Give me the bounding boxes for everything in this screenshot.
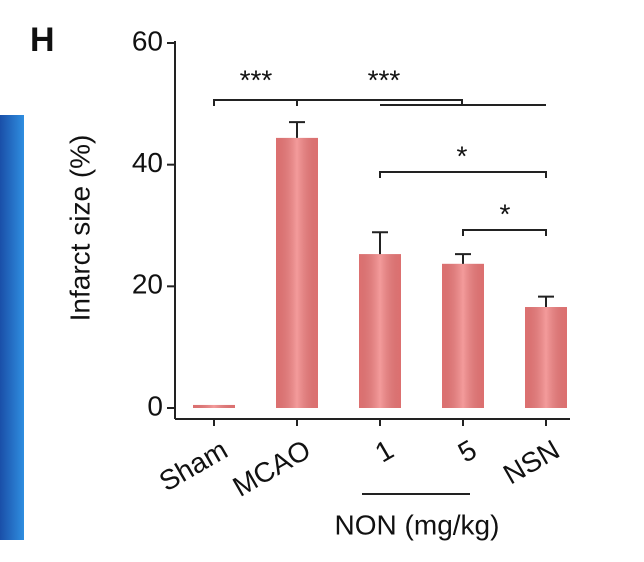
x-tick-label: NSN (498, 434, 565, 490)
bar-shade (525, 307, 567, 408)
y-tick-label: 0 (147, 390, 163, 421)
error-bar (455, 253, 471, 264)
x-tick-label: Sham (154, 434, 233, 497)
y-tick-label: 40 (132, 147, 163, 178)
significance: *** (368, 64, 401, 95)
significance: * (457, 140, 468, 171)
significance: * (500, 198, 511, 229)
bar-shade (193, 404, 235, 408)
y-tick-label: 60 (132, 25, 163, 56)
bracket (297, 99, 546, 106)
y-tick-label: 20 (132, 269, 163, 300)
bar-shade (359, 254, 401, 408)
x-tick-label: 5 (453, 434, 482, 469)
bracket (462, 229, 547, 236)
error-bar (372, 231, 388, 255)
bar-shade (276, 137, 318, 408)
error-bar (289, 121, 305, 138)
x-tick-label: MCAO (227, 434, 315, 503)
error-bar (538, 295, 554, 308)
bracket (379, 171, 547, 178)
significance: *** (240, 64, 273, 95)
adjacent-panel-edge (0, 115, 24, 540)
bar-shade (442, 263, 484, 408)
group-label: NON (mg/kg) (335, 509, 500, 540)
y-axis-label: Infarct size (%) (64, 135, 95, 322)
x-tick-label: 1 (370, 434, 399, 469)
panel-label: H (30, 21, 55, 59)
bracket (213, 99, 298, 106)
